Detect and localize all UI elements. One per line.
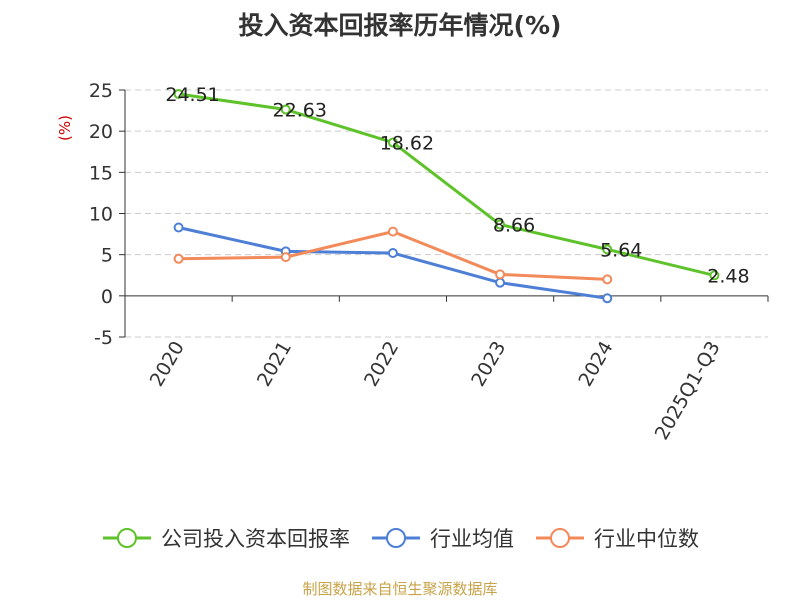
series-group <box>173 89 720 304</box>
data-point <box>495 219 506 230</box>
data-point <box>280 252 291 263</box>
x-tick-label: 2025Q1-Q3 <box>651 338 725 444</box>
data-point <box>602 244 613 255</box>
x-tick-label: 2021 <box>253 338 296 391</box>
data-point <box>173 222 184 233</box>
legend-label: 公司投入资本回报率 <box>161 527 350 551</box>
grid-lines <box>125 89 768 338</box>
axes <box>119 89 769 338</box>
data-label: 18.62 <box>380 133 434 155</box>
data-point <box>387 226 398 237</box>
legend: 公司投入资本回报率 行业均值 行业中位数 <box>0 518 800 558</box>
legend-item[interactable]: 行业均值 <box>370 523 514 553</box>
data-point <box>495 269 506 280</box>
data-label: 24.51 <box>165 84 219 106</box>
x-tick-label: 2023 <box>467 338 510 391</box>
legend-label: 行业均值 <box>430 527 514 551</box>
data-point <box>387 137 398 148</box>
data-point <box>495 277 506 288</box>
y-tick-label: 10 <box>89 204 113 226</box>
data-label: 22.63 <box>273 100 327 122</box>
y-tick-label: 20 <box>89 121 113 143</box>
x-tick-label: 2024 <box>574 338 617 391</box>
y-tick-label: 25 <box>89 80 113 102</box>
data-label: 5.64 <box>600 239 642 261</box>
legend-marker-icon <box>536 528 584 548</box>
series-line <box>178 226 608 300</box>
legend-item[interactable]: 公司投入资本回报率 <box>101 523 350 553</box>
x-tick-label: 2020 <box>146 338 189 391</box>
x-tick-label: 2022 <box>360 338 403 391</box>
data-point <box>387 248 398 259</box>
data-labels: 24.51 22.63 18.62 8.66 5.64 2.48 <box>165 84 749 287</box>
y-tick-labels: 25 20 15 10 5 0 -5 <box>89 80 113 349</box>
data-point <box>602 293 613 304</box>
data-point <box>173 89 184 100</box>
source-note: 制图数据来自恒生聚源数据库 <box>302 580 498 598</box>
data-point <box>280 104 291 115</box>
data-point <box>602 274 613 285</box>
legend-item[interactable]: 行业中位数 <box>534 523 699 553</box>
legend-marker-icon <box>103 528 151 548</box>
y-tick-label: 15 <box>89 162 113 184</box>
data-label: 8.66 <box>493 215 535 237</box>
y-tick-label: 5 <box>101 245 113 267</box>
line-chart: 25 20 15 10 5 0 -5 2020 2021 2022 2023 2024 2025Q1-… <box>56 80 769 444</box>
legend-marker-icon <box>372 528 420 548</box>
data-label: 2.48 <box>707 265 749 287</box>
data-point <box>173 253 184 264</box>
chart-title: 投入资本回报率历年情况(%) <box>238 11 562 40</box>
legend-label: 行业中位数 <box>594 527 699 551</box>
series-line <box>178 92 715 277</box>
data-point <box>709 270 720 281</box>
y-tick-label: 0 <box>101 286 113 308</box>
y-tick-label: -5 <box>94 327 113 349</box>
y-axis-label: (%) <box>56 115 74 141</box>
x-tick-labels: 2020 2021 2022 2023 2024 2025Q1-Q3 <box>146 338 725 444</box>
